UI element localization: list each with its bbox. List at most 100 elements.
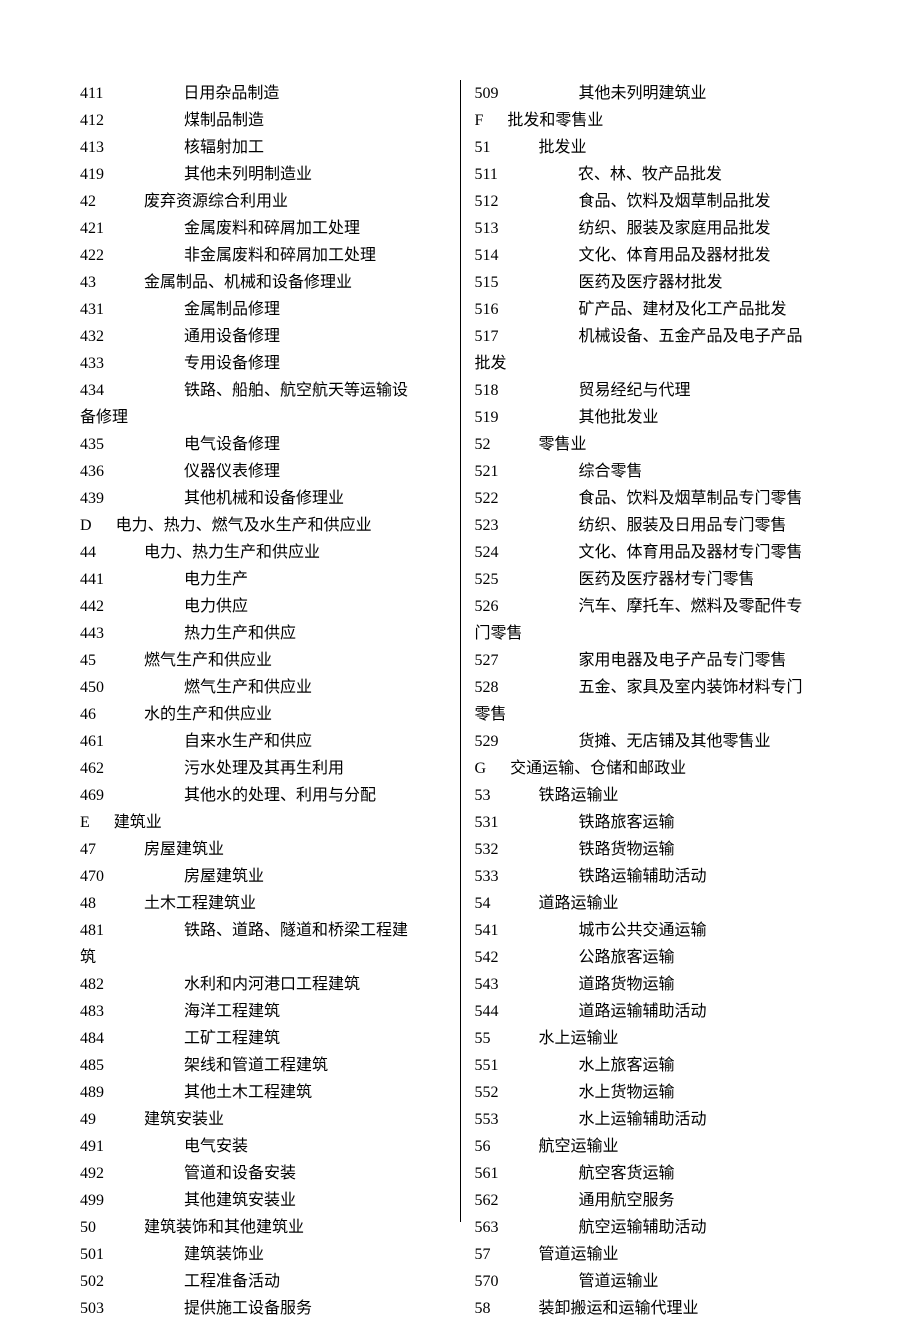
classification-code: 411: [80, 80, 103, 107]
classification-row: 527家用电器及电子产品专门零售: [475, 647, 841, 674]
classification-code: 544: [475, 998, 499, 1025]
classification-code: 482: [80, 971, 104, 998]
classification-code: 469: [80, 782, 104, 809]
classification-label: 货摊、无店铺及其他零售业: [579, 733, 771, 750]
classification-code: 52: [475, 431, 491, 458]
classification-label: 道路货物运输: [579, 976, 675, 993]
classification-row: 58装卸搬运和运输代理业: [475, 1295, 841, 1322]
classification-row: 481铁路、道路、隧道和桥梁工程建: [80, 917, 446, 944]
classification-label: 贸易经纪与代理: [579, 382, 691, 399]
classification-code: 442: [80, 593, 104, 620]
classification-code: 542: [475, 944, 499, 971]
classification-label: 其他未列明制造业: [184, 166, 312, 183]
classification-label: 城市公共交通运输: [579, 922, 707, 939]
classification-row: 45燃气生产和供应业: [80, 647, 446, 674]
classification-row: 502工程准备活动: [80, 1268, 446, 1295]
classification-code: 570: [475, 1268, 499, 1295]
classification-label: 工矿工程建筑: [184, 1030, 280, 1047]
classification-code: 563: [475, 1214, 499, 1241]
classification-code: 412: [80, 107, 104, 134]
classification-row: 55 水上运输业: [475, 1025, 841, 1052]
classification-row: 524文化、体育用品及器材专门零售: [475, 539, 841, 566]
classification-label: 医药及医疗器材专门零售: [579, 571, 755, 588]
classification-row: 419 其他未列明制造业: [80, 161, 446, 188]
classification-label: 自来水生产和供应: [184, 733, 312, 750]
classification-row: 503提供施工设备服务: [80, 1295, 446, 1322]
classification-row: 筑: [80, 944, 446, 971]
classification-label: 提供施工设备服务: [184, 1300, 312, 1317]
classification-row: 516矿产品、建材及化工产品批发: [475, 296, 841, 323]
classification-label: 房屋建筑业: [144, 841, 224, 858]
classification-row: 53铁路运输业: [475, 782, 841, 809]
classification-row: 47房屋建筑业: [80, 836, 446, 863]
classification-row: 439其他机械和设备修理业: [80, 485, 446, 512]
classification-label: 其他机械和设备修理业: [184, 490, 344, 507]
classification-row: 532铁路货物运输: [475, 836, 841, 863]
classification-label: 文化、体育用品及器材批发: [579, 247, 771, 264]
classification-row: 544道路运输辅助活动: [475, 998, 841, 1025]
classification-code: 484: [80, 1025, 104, 1052]
classification-code: 489: [80, 1079, 104, 1106]
classification-label: 其他水的处理、利用与分配: [184, 787, 376, 804]
classification-code: 521: [475, 458, 499, 485]
classification-label: 专用设备修理: [184, 355, 280, 372]
classification-label: 建筑装饰业: [184, 1246, 264, 1263]
classification-label: 医药及医疗器材批发: [579, 274, 723, 291]
classification-label: 电力、热力、燃气及水生产和供应业: [116, 517, 372, 534]
classification-code: 526: [475, 593, 499, 620]
classification-row: 562通用航空服务: [475, 1187, 841, 1214]
classification-code: E: [80, 809, 90, 836]
classification-label: 纺织、服装及家庭用品批发: [579, 220, 771, 237]
classification-code: 419: [80, 161, 104, 188]
classification-label: 管道运输业: [579, 1273, 659, 1290]
classification-row: F批发和零售业: [475, 107, 841, 134]
classification-code: 432: [80, 323, 104, 350]
classification-label: 铁路、道路、隧道和桥梁工程建: [184, 922, 408, 939]
classification-code: 483: [80, 998, 104, 1025]
classification-code: 55: [475, 1025, 491, 1052]
classification-label: 零售: [475, 706, 507, 723]
classification-row: 432 通用设备修理: [80, 323, 446, 350]
classification-label: 通用设备修理: [184, 328, 280, 345]
classification-label: 其他土木工程建筑: [184, 1084, 312, 1101]
classification-code: 413: [80, 134, 104, 161]
classification-code: 43: [80, 269, 96, 296]
classification-row: 42废弃资源综合利用业: [80, 188, 446, 215]
classification-code: 450: [80, 674, 104, 701]
classification-row: 501建筑装饰业: [80, 1241, 446, 1268]
classification-code: 541: [475, 917, 499, 944]
classification-label: 零售业: [539, 436, 587, 453]
classification-label: 土木工程建筑业: [144, 895, 256, 912]
classification-label: 五金、家具及室内装饰材料专门: [579, 679, 803, 696]
classification-label: 食品、饮料及烟草制品专门零售: [579, 490, 803, 507]
classification-row: 421金属废料和碎屑加工处理: [80, 215, 446, 242]
classification-code: 462: [80, 755, 104, 782]
classification-code: 519: [475, 404, 499, 431]
classification-row: 441电力生产: [80, 566, 446, 593]
classification-row: 514文化、体育用品及器材批发: [475, 242, 841, 269]
classification-label: 矿产品、建材及化工产品批发: [579, 301, 787, 318]
classification-row: 443热力生产和供应: [80, 620, 446, 647]
classification-code: D: [80, 512, 92, 539]
classification-row: 491电气安装: [80, 1133, 446, 1160]
classification-row: 482水利和内河港口工程建筑: [80, 971, 446, 998]
classification-label: 仪器仪表修理: [184, 463, 280, 480]
classification-label: 煤制品制造: [184, 112, 264, 129]
classification-label: 水上货物运输: [579, 1084, 675, 1101]
two-column-layout: 411日用杂品制造412煤制品制造413核辐射加工419其他未列明制造业42废弃…: [80, 80, 840, 1222]
classification-code: 525: [475, 566, 499, 593]
classification-row: 552水上货物运输: [475, 1079, 841, 1106]
classification-code: 492: [80, 1160, 104, 1187]
classification-code: 515: [475, 269, 499, 296]
classification-label: 装卸搬运和运输代理业: [539, 1300, 699, 1317]
classification-row: 553水上运输辅助活动: [475, 1106, 841, 1133]
classification-code: 51: [475, 134, 491, 161]
classification-label: 电力、热力生产和供应业: [144, 544, 320, 561]
classification-row: 543 道路货物运输: [475, 971, 841, 998]
classification-label: 水上运输业: [539, 1030, 619, 1047]
classification-code: 543: [475, 971, 499, 998]
classification-code: 45: [80, 647, 96, 674]
classification-label: 水的生产和供应业: [144, 706, 272, 723]
classification-row: 509其他未列明建筑业: [475, 80, 841, 107]
classification-row: 442电力供应: [80, 593, 446, 620]
